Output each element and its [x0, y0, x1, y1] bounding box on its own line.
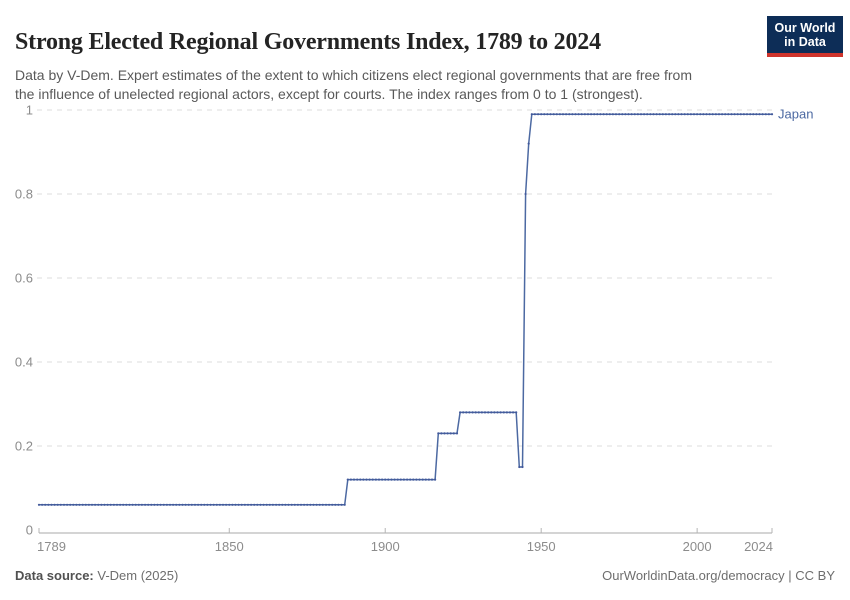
x-tick-label-1950: 1950 — [527, 539, 556, 554]
x-tick-label-2024: 2024 — [744, 539, 773, 554]
x-tick-label-1900: 1900 — [371, 539, 400, 554]
owid-logo-line1: Our World — [774, 21, 836, 35]
chart-footer: Data source: V-Dem (2025) OurWorldinData… — [15, 568, 835, 583]
attribution-note: OurWorldinData.org/democracy | CC BY — [602, 568, 835, 583]
x-tick-label-2000: 2000 — [683, 539, 712, 554]
y-tick-label-0.6: 0.6 — [15, 271, 33, 286]
y-tick-label-0.4: 0.4 — [15, 355, 33, 370]
owid-logo-line2: in Data — [784, 35, 826, 49]
chart-subtitle-line2: the influence of unelected regional acto… — [15, 86, 643, 102]
data-source-value: V-Dem (2025) — [93, 568, 179, 583]
y-tick-label-1: 1 — [26, 103, 33, 118]
data-source-label: Data source: — [15, 568, 94, 583]
x-tick-label-1850: 1850 — [215, 539, 244, 554]
chart-subtitle-line1: Data by V-Dem. Expert estimates of the e… — [15, 67, 692, 83]
series-markers-japan — [37, 113, 774, 506]
data-source-note: Data source: V-Dem (2025) — [15, 568, 178, 583]
y-tick-label-0.2: 0.2 — [15, 439, 33, 454]
owid-logo: Our World in Data — [767, 16, 843, 57]
chart-subtitle: Data by V-Dem. Expert estimates of the e… — [15, 66, 760, 104]
y-tick-label-0: 0 — [26, 523, 33, 538]
series-label-japan: Japan — [778, 107, 813, 122]
x-tick-label-1789: 1789 — [37, 539, 66, 554]
chart-title: Strong Elected Regional Governments Inde… — [15, 29, 601, 56]
y-tick-label-0.8: 0.8 — [15, 187, 33, 202]
